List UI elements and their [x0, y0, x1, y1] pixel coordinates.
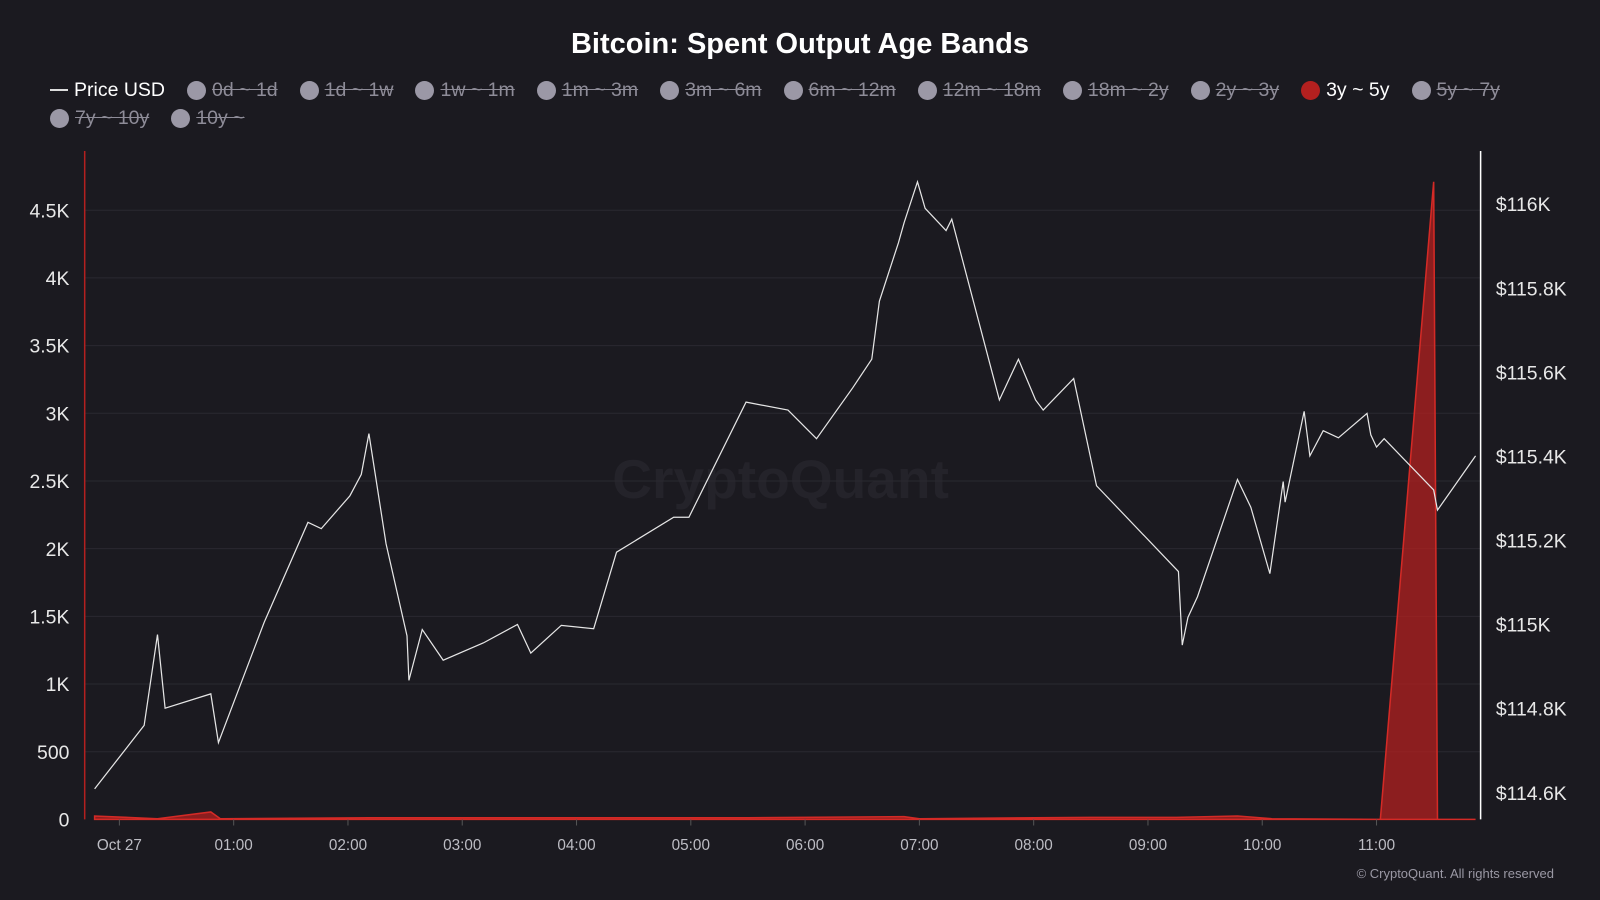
y-left-tick-label: 1K [46, 674, 70, 696]
legend-label: 6m ~ 12m [808, 78, 896, 101]
circle-marker-icon [171, 108, 191, 128]
x-tick-label: 11:00 [1358, 837, 1395, 854]
legend-item[interactable]: 7y ~ 10y [50, 106, 149, 130]
legend-item[interactable]: 10y ~ [171, 106, 245, 130]
circle-marker-icon [1411, 80, 1431, 100]
circle-marker-icon [415, 80, 435, 100]
y-right-tick-label: $115K [1496, 615, 1551, 637]
x-tick-label: 08:00 [1015, 837, 1053, 854]
circle-marker-icon [299, 80, 319, 100]
legend: Price USD 0d ~ 1d 1d ~ 1w 1w ~ 1m 1m ~ 3m 3m … [50, 78, 1560, 130]
series-line-price-usd [94, 179, 1477, 790]
circle-marker-icon [1190, 80, 1210, 100]
legend-item[interactable]: 5y ~ 7y [1411, 78, 1500, 102]
legend-item[interactable]: Price USD [50, 78, 165, 102]
legend-item[interactable]: 3m ~ 6m [660, 78, 762, 102]
series-area-3y-5y [93, 181, 1476, 821]
circle-marker-icon [1062, 80, 1082, 100]
legend-label: 1w ~ 1m [440, 78, 515, 101]
x-tick-label: 01:00 [215, 837, 253, 854]
legend-item[interactable]: 2y ~ 3y [1190, 78, 1280, 102]
circle-marker-icon [783, 80, 803, 100]
x-tick-label: 10:00 [1243, 837, 1281, 854]
y-left-tick-label: 0 [59, 810, 70, 832]
legend-label: 0d ~ 1d [212, 78, 278, 101]
circle-marker-icon [536, 80, 556, 100]
legend-label: 1m ~ 3m [561, 78, 639, 101]
legend-item[interactable]: 18m ~ 2y [1062, 78, 1169, 102]
y-left-tick-label: 3K [46, 403, 70, 425]
x-tick-label: 07:00 [900, 837, 938, 854]
circle-marker-icon [1301, 80, 1321, 100]
legend-label: 5y ~ 7y [1436, 78, 1500, 101]
x-tick-label: 04:00 [557, 837, 595, 854]
y-left-tick-label: 2.5K [30, 471, 70, 493]
legend-item[interactable]: 3y ~ 5y [1301, 78, 1390, 102]
circle-marker-icon [187, 80, 207, 100]
y-left-tick-label: 4.5K [30, 200, 70, 222]
x-tick-label: Oct 27 [97, 837, 142, 854]
y-right-tick-label: $114.6K [1496, 783, 1567, 805]
legend-item[interactable]: 12m ~ 18m [917, 78, 1041, 102]
legend-label: 1d ~ 1w [324, 78, 394, 101]
y-left-tick-label: 2K [46, 539, 70, 561]
legend-label: 12m ~ 18m [942, 78, 1041, 101]
legend-label: 3y ~ 5y [1326, 78, 1390, 101]
y-left-tick-label: 3.5K [30, 336, 70, 358]
watermark: CryptoQuant [612, 448, 949, 510]
circle-marker-icon [50, 108, 69, 128]
y-right-tick-label: $115.2K [1496, 531, 1567, 553]
x-tick-label: 06:00 [786, 837, 824, 854]
y-right-tick-label: $115.8K [1496, 278, 1567, 300]
circle-marker-icon [917, 80, 937, 100]
y-right-tick-label: $115.4K [1496, 446, 1567, 468]
x-tick-label: 09:00 [1129, 837, 1167, 854]
legend-item[interactable]: 1w ~ 1m [415, 78, 515, 102]
y-right-tick-label: $115.6K [1496, 362, 1567, 384]
x-tick-label: 03:00 [443, 837, 481, 854]
circle-marker-icon [660, 80, 680, 100]
legend-item[interactable]: 0d ~ 1d [187, 78, 278, 102]
legend-label: 18m ~ 2y [1087, 78, 1169, 101]
legend-item[interactable]: 1m ~ 3m [536, 78, 639, 102]
copyright-footer: © CryptoQuant. All rights reserved [1356, 866, 1554, 881]
legend-label: 3m ~ 6m [685, 78, 762, 101]
legend-label: 2y ~ 3y [1215, 78, 1280, 101]
legend-item[interactable]: 6m ~ 12m [783, 78, 896, 102]
legend-label: Price USD [74, 78, 166, 101]
y-right-tick-label: $116K [1496, 194, 1551, 216]
line-marker-icon [50, 89, 68, 91]
x-tick-label: 02:00 [329, 837, 367, 854]
y-left-tick-label: 1.5K [30, 606, 70, 628]
x-tick-label: 05:00 [672, 837, 710, 854]
y-left-tick-label: 4K [46, 268, 70, 290]
legend-label: 7y ~ 10y [75, 106, 150, 129]
legend-label: 10y ~ [196, 106, 245, 129]
y-right-tick-label: $114.8K [1496, 699, 1567, 721]
y-left-tick-label: 500 [37, 742, 70, 764]
chart-title: Bitcoin: Spent Output Age Bands [570, 28, 1030, 60]
legend-item[interactable]: 1d ~ 1w [299, 78, 394, 102]
